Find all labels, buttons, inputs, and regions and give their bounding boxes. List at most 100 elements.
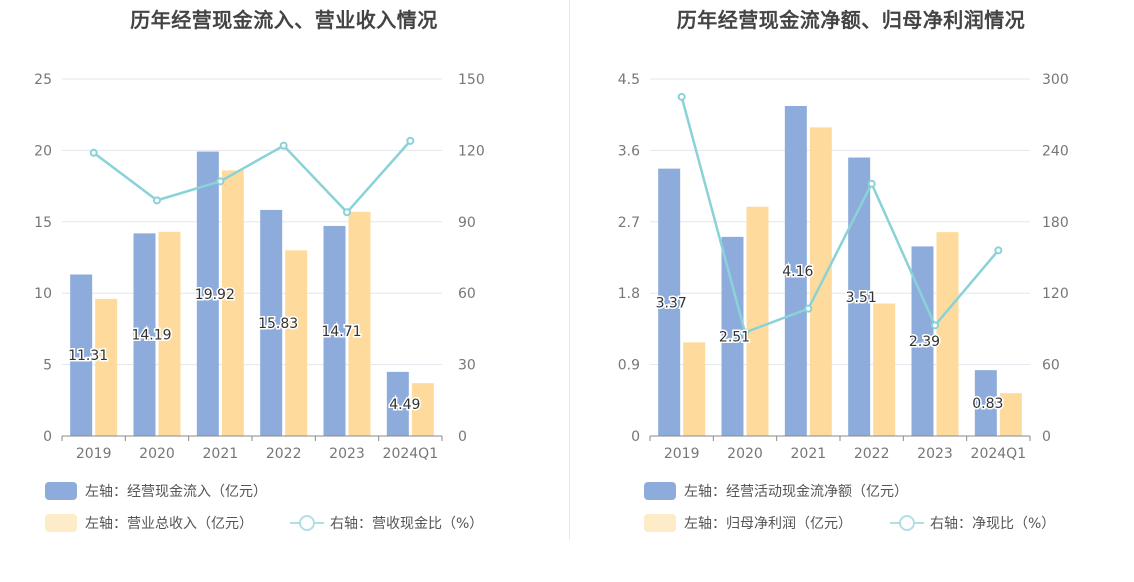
bar-series-1[interactable]: [658, 168, 681, 436]
bar-series-2[interactable]: [999, 393, 1022, 436]
legend-swatch: [45, 514, 77, 532]
x-tick-label: 2022: [266, 446, 302, 462]
bar-series-2[interactable]: [158, 231, 181, 436]
bar-series-2[interactable]: [873, 303, 896, 436]
legend-label: 左轴：营业总收入（亿元）: [85, 516, 253, 532]
y-left-tick-label: 4.5: [618, 72, 640, 88]
y-left-tick-label: 0: [43, 429, 52, 445]
legend-item-bar-1[interactable]: 左轴：经营活动现金流净额（亿元）: [644, 481, 908, 501]
legend-label: 右轴：营收现金比（%）: [330, 516, 484, 532]
bar-series-1[interactable]: [386, 371, 409, 436]
chart-panel-netcash-profit: 历年经营现金流净额、归母净利润情况 0 0.9 1.8 2.7 3.6 4.5 0 60 120…: [568, 0, 1134, 582]
y-right-tick-label: 60: [1042, 358, 1060, 374]
legend-item-bar-2[interactable]: 左轴：营业总收入（亿元）: [45, 513, 253, 533]
chart-title: 历年经营现金流净额、归母净利润情况: [676, 8, 1026, 32]
bar-data-label: 0.83: [972, 396, 1003, 412]
line-point[interactable]: [867, 179, 876, 188]
y-left-tick-label: 20: [34, 143, 52, 159]
y-right-tick-label: 300: [1042, 72, 1069, 88]
line-point[interactable]: [343, 208, 351, 217]
bar-series-1[interactable]: [721, 236, 744, 436]
bar-data-label: 4.16: [782, 264, 813, 280]
y-left-tick-label: 15: [34, 215, 52, 231]
legend-item-line[interactable]: 右轴：营收现金比（%）: [290, 513, 483, 533]
bar-series-2[interactable]: [221, 170, 244, 436]
bar-data-label: 2.51: [719, 329, 750, 345]
y-right-tick-label: 240: [1042, 143, 1069, 159]
legend-label: 左轴：归母净利润（亿元）: [684, 516, 852, 532]
bar-data-label: 2.39: [909, 334, 940, 350]
bar-series-1[interactable]: [133, 233, 156, 436]
bar-series-1[interactable]: [260, 209, 283, 436]
legend-swatch: [45, 482, 77, 500]
x-tick-label: 2021: [791, 446, 827, 462]
bar-data-label: 14.19: [131, 328, 171, 344]
x-tick-label: 2019: [664, 446, 700, 462]
bar-series-2[interactable]: [95, 298, 118, 436]
x-tick-label: 2021: [203, 446, 239, 462]
line-point[interactable]: [741, 328, 749, 337]
legend-label: 左轴：经营活动现金流净额（亿元）: [684, 484, 908, 500]
bar-series-1[interactable]: [974, 370, 997, 436]
line-point[interactable]: [931, 321, 939, 330]
line-point[interactable]: [89, 148, 98, 157]
y-left-tick-label: 1.8: [618, 286, 640, 302]
bar-data-label: 19.92: [195, 287, 235, 303]
bar-series-1[interactable]: [784, 105, 807, 437]
legend-item-bar-1[interactable]: 左轴：经营现金流入（亿元）: [45, 481, 267, 501]
legend-item-line[interactable]: 右轴：净现比（%）: [890, 513, 1055, 533]
line-series: [92, 140, 412, 215]
x-tick-label: 2024Q1: [383, 446, 439, 462]
bar-series-2[interactable]: [746, 206, 769, 436]
y-right-tick-label: 180: [1042, 215, 1069, 231]
bar-data-label: 4.49: [389, 397, 420, 413]
chart-panel-cashflow-revenue: 历年经营现金流入、营业收入情况 0 5 10 15 20 25 0 30 60 90 120 150 2…: [34, 8, 485, 533]
x-tick-label: 2023: [917, 446, 953, 462]
line-point[interactable]: [153, 196, 161, 205]
y-right-tick-label: 0: [458, 429, 467, 445]
line-series: [680, 96, 1000, 335]
y-right-tick-label: 30: [458, 358, 476, 374]
y-left-tick-label: 5: [43, 358, 52, 374]
x-tick-label: 2022: [854, 446, 890, 462]
line-point[interactable]: [279, 141, 288, 150]
bar-series-2[interactable]: [936, 232, 959, 436]
legend-item-bar-2[interactable]: 左轴：归母净利润（亿元）: [644, 513, 852, 533]
bar-data-label: 14.71: [321, 324, 361, 340]
bar-series-2[interactable]: [285, 250, 308, 436]
line-point[interactable]: [994, 246, 1003, 255]
bar-data-label: 3.51: [846, 290, 877, 306]
chart-canvas: 0 5 10 15 20 25 0 30 60 90 120 150 2019 2020 2021 2022 2…: [34, 72, 485, 462]
bar-data-label: 11.31: [68, 348, 108, 364]
bar-series-2[interactable]: [683, 342, 706, 436]
bar-series-2[interactable]: [411, 383, 434, 436]
panel-divider: [569, 0, 570, 540]
y-left-tick-label: 0.9: [618, 358, 640, 374]
y-left-tick-label: 0: [631, 429, 640, 445]
chart-title: 历年经营现金流入、营业收入情况: [130, 8, 438, 32]
line-point[interactable]: [677, 92, 686, 101]
bar-series-1[interactable]: [196, 151, 219, 436]
x-tick-label: 2020: [727, 446, 763, 462]
bar-data-label: 3.37: [656, 295, 687, 311]
x-tick-label: 2024Q1: [971, 446, 1027, 462]
bar-series-2[interactable]: [348, 211, 371, 436]
y-right-tick-label: 60: [458, 286, 476, 302]
x-tick-label: 2020: [139, 446, 175, 462]
line-point[interactable]: [216, 177, 225, 186]
bar-series-1[interactable]: [848, 157, 871, 437]
legend-swatch: [644, 514, 676, 532]
line-point[interactable]: [406, 136, 415, 145]
y-right-tick-label: 120: [1042, 286, 1069, 302]
y-right-tick-label: 150: [458, 72, 485, 88]
bar-data-label: 15.83: [258, 316, 298, 332]
y-right-tick-label: 90: [458, 215, 476, 231]
bar-series-1[interactable]: [70, 274, 93, 436]
legend-label: 右轴：净现比（%）: [930, 516, 1056, 532]
bar-series-1[interactable]: [323, 225, 346, 436]
legend-label: 左轴：经营现金流入（亿元）: [85, 484, 267, 500]
bar-series-1[interactable]: [911, 246, 934, 436]
line-point[interactable]: [804, 304, 813, 313]
y-left-tick-label: 25: [34, 72, 52, 88]
y-right-tick-label: 0: [1042, 429, 1051, 445]
